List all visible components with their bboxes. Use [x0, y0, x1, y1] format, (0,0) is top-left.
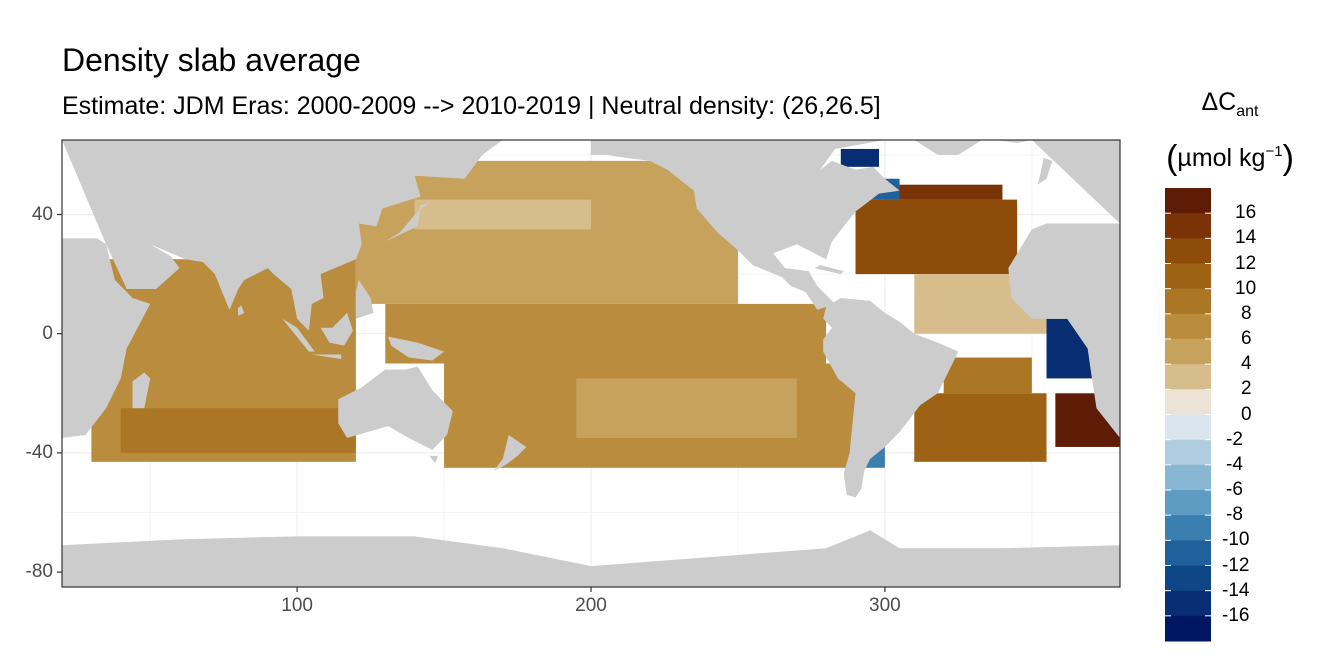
data-region	[914, 393, 1047, 462]
africa-shape	[62, 140, 151, 438]
iceland-shape	[996, 140, 1032, 143]
data-region	[576, 378, 797, 438]
axis-ticks	[57, 213, 886, 592]
legend-color-swatch	[1165, 490, 1211, 516]
map-data-layer	[62, 140, 1120, 587]
data-region	[355, 160, 738, 304]
data-region	[840, 148, 880, 167]
philippines-shape	[355, 280, 374, 319]
legend-title-unit: (µmol kg−1)	[1160, 136, 1300, 177]
new-guinea-shape	[388, 336, 445, 361]
legend-label: -16	[1222, 604, 1250, 626]
legend-label: -14	[1222, 579, 1250, 601]
y-axis-tick-label: -80	[25, 561, 53, 583]
legend-label: 8	[1241, 302, 1252, 324]
legend-label: 2	[1241, 378, 1252, 400]
legend-label: 6	[1241, 328, 1252, 349]
legend-color-swatch	[1165, 213, 1211, 239]
legend-unit-open-paren: (	[1166, 139, 1178, 177]
south-america-shape	[823, 297, 959, 498]
madagascar-shape	[132, 372, 151, 409]
legend-title-symbol-text: ΔC	[1201, 88, 1237, 116]
legend-label: -4	[1226, 453, 1243, 475]
color-legend	[1165, 188, 1211, 642]
legend-label: 4	[1241, 353, 1252, 375]
legend-label: 0	[1241, 403, 1252, 425]
y-axis-tick-label: 0	[42, 322, 53, 344]
sri-lanka-shape	[237, 305, 245, 316]
x-axis-tick-label: 100	[281, 595, 313, 616]
data-region	[884, 184, 1003, 200]
chart-subtitle: Estimate: JDM Eras: 2000-2009 --> 2010-2…	[62, 92, 881, 120]
data-region	[385, 303, 827, 364]
legend-label: -6	[1226, 479, 1243, 500]
data-region	[855, 199, 1018, 275]
x-axis-tick-label: 200	[575, 595, 607, 616]
legend-color-swatch	[1165, 615, 1211, 642]
data-region	[414, 199, 591, 230]
britain-shape	[1037, 157, 1053, 185]
legend-label: 14	[1235, 227, 1257, 249]
japan-shape	[385, 202, 430, 242]
cuba-shape	[814, 265, 844, 275]
java-shape	[311, 354, 342, 360]
legend-color-swatch	[1165, 540, 1211, 566]
legend-color-swatch	[1165, 238, 1211, 264]
new-zealand-shape	[494, 435, 527, 471]
x-axis-tick-label: 300	[869, 595, 901, 616]
greenland-shape	[914, 140, 982, 155]
legend-label: -8	[1226, 504, 1243, 526]
legend-color-swatch	[1165, 464, 1211, 491]
legend-label: -10	[1222, 529, 1250, 551]
legend-label: -2	[1226, 428, 1243, 450]
chart-title: Density slab average	[62, 42, 361, 78]
legend-color-swatch	[1165, 565, 1211, 592]
legend-color-swatch	[1165, 188, 1211, 214]
y-axis-tick-label: 40	[31, 203, 53, 225]
tasmania-shape	[429, 455, 439, 464]
legend-label: 12	[1235, 252, 1257, 274]
sumatra-shape	[282, 318, 315, 352]
data-region	[120, 408, 356, 453]
legend-color-swatch	[1165, 439, 1211, 466]
y-axis-tick-label: -40	[25, 441, 53, 463]
legend-label: 10	[1235, 277, 1257, 299]
africa-west-shape	[1008, 140, 1120, 438]
legend-color-swatch	[1165, 339, 1211, 365]
legend-color-swatch	[1165, 414, 1211, 441]
borneo-shape	[320, 312, 353, 346]
legend-color-swatch	[1165, 288, 1211, 315]
antarctica-shape	[62, 530, 1120, 587]
legend-color-swatch	[1165, 590, 1211, 617]
legend-color-swatch	[1165, 515, 1211, 541]
legend-unit-superscript: −1	[1265, 143, 1283, 160]
north-america-shape	[591, 140, 900, 310]
legend-title-symbol: ΔCant	[1160, 88, 1300, 121]
eurasia-shape	[62, 140, 503, 331]
legend-label: -12	[1222, 554, 1250, 576]
australia-shape	[338, 366, 453, 450]
legend-unit-close-paren: )	[1282, 139, 1294, 177]
legend-title-subscript: ant	[1236, 103, 1259, 120]
data-region	[943, 357, 1032, 394]
legend-label: 16	[1235, 202, 1257, 224]
legend-color-swatch	[1165, 263, 1211, 290]
legend-unit-text: µmol kg	[1177, 144, 1266, 172]
legend-color-swatch	[1165, 389, 1211, 415]
legend-color-swatch	[1165, 313, 1211, 340]
legend-color-swatch	[1165, 364, 1211, 390]
